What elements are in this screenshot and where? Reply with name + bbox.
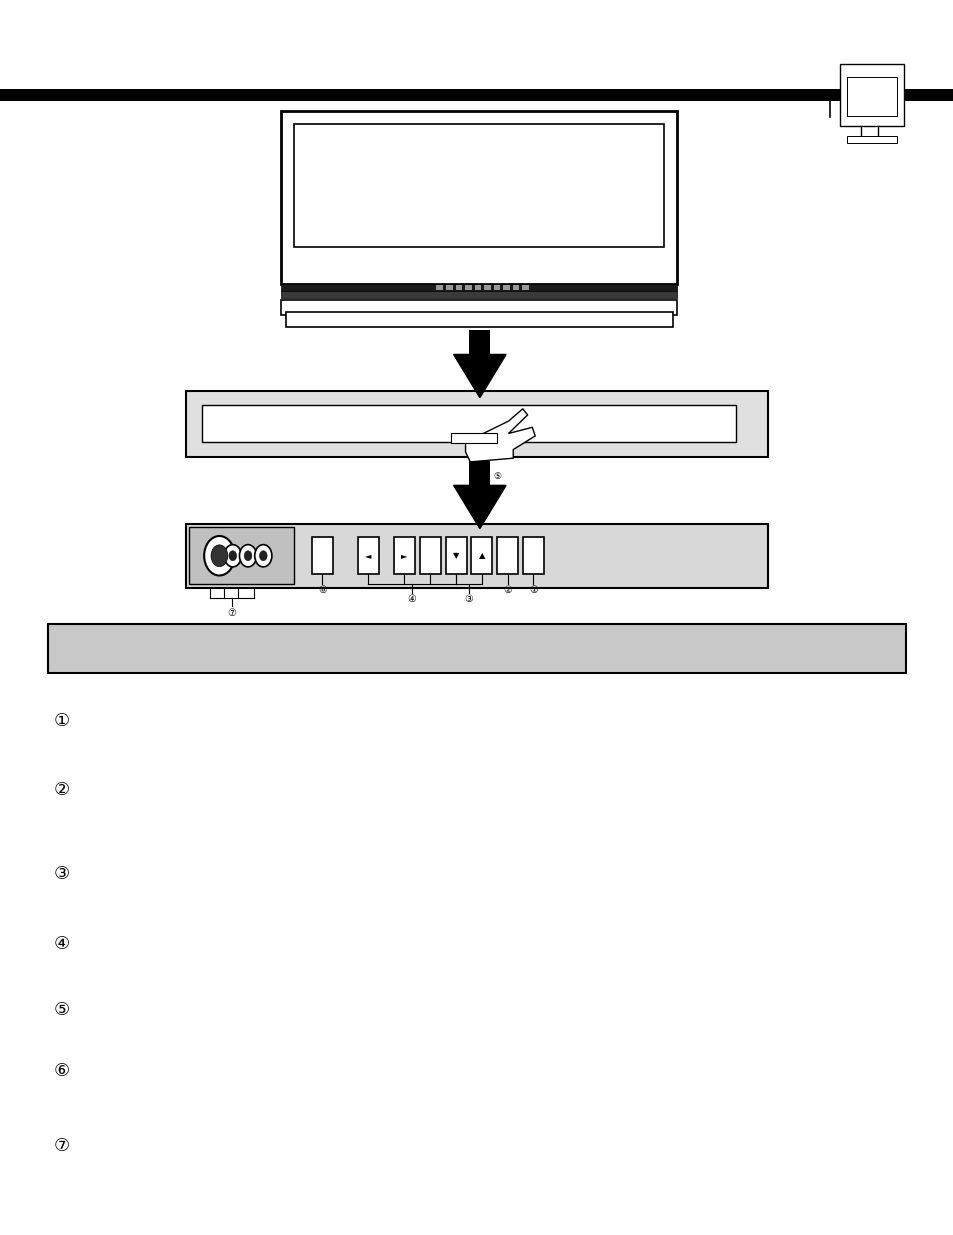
Text: ►: ► <box>401 551 407 561</box>
Bar <box>522 285 528 290</box>
Text: ▼: ▼ <box>453 551 458 561</box>
Bar <box>503 285 509 290</box>
Bar <box>469 330 490 354</box>
Text: ②: ② <box>54 782 70 799</box>
Bar <box>445 285 452 290</box>
Circle shape <box>211 545 228 567</box>
Bar <box>522 537 543 574</box>
Bar <box>839 64 903 126</box>
Bar <box>281 284 677 291</box>
Circle shape <box>239 545 256 567</box>
Text: ▲: ▲ <box>478 551 484 561</box>
Bar <box>464 285 471 290</box>
Bar <box>294 124 663 247</box>
Circle shape <box>224 545 241 567</box>
Text: ◄: ◄ <box>365 551 371 561</box>
Bar <box>846 136 896 143</box>
Text: ⑤: ⑤ <box>54 1002 70 1019</box>
Bar <box>846 77 896 116</box>
Bar <box>497 537 517 574</box>
Circle shape <box>259 551 267 561</box>
Bar <box>202 405 736 442</box>
Polygon shape <box>454 354 505 398</box>
Circle shape <box>254 545 272 567</box>
Bar <box>469 461 490 485</box>
Bar <box>48 624 905 673</box>
Text: ⑦: ⑦ <box>54 1137 70 1155</box>
Bar <box>281 111 677 284</box>
Bar <box>419 537 440 574</box>
Circle shape <box>244 551 252 561</box>
Text: ⑥: ⑥ <box>54 1062 70 1079</box>
Text: ③: ③ <box>54 866 70 883</box>
Bar <box>312 537 333 574</box>
Polygon shape <box>465 409 535 462</box>
Bar <box>186 524 767 588</box>
Bar <box>281 291 677 298</box>
Text: ④: ④ <box>407 594 416 604</box>
Bar <box>394 537 415 574</box>
Bar <box>493 285 499 290</box>
Circle shape <box>204 536 234 576</box>
Text: ④: ④ <box>54 935 70 952</box>
Bar <box>186 391 767 457</box>
Bar <box>455 285 461 290</box>
Bar <box>189 527 294 584</box>
Bar <box>471 537 492 574</box>
Bar <box>357 537 378 574</box>
Bar <box>0 89 953 101</box>
Bar <box>512 285 518 290</box>
Text: ⑤: ⑤ <box>493 472 500 480</box>
Text: ⑥: ⑥ <box>317 585 327 595</box>
Bar <box>436 285 442 290</box>
Bar <box>286 312 672 327</box>
Bar <box>474 285 480 290</box>
Text: ③: ③ <box>464 594 473 604</box>
Bar <box>445 537 466 574</box>
Text: ⑦: ⑦ <box>227 608 236 618</box>
Bar <box>451 433 497 443</box>
Polygon shape <box>454 485 505 529</box>
Text: ①: ① <box>528 585 537 595</box>
Text: ②: ② <box>502 585 512 595</box>
Bar <box>483 285 490 290</box>
Circle shape <box>229 551 236 561</box>
Bar <box>281 300 677 315</box>
Text: ①: ① <box>54 713 70 730</box>
